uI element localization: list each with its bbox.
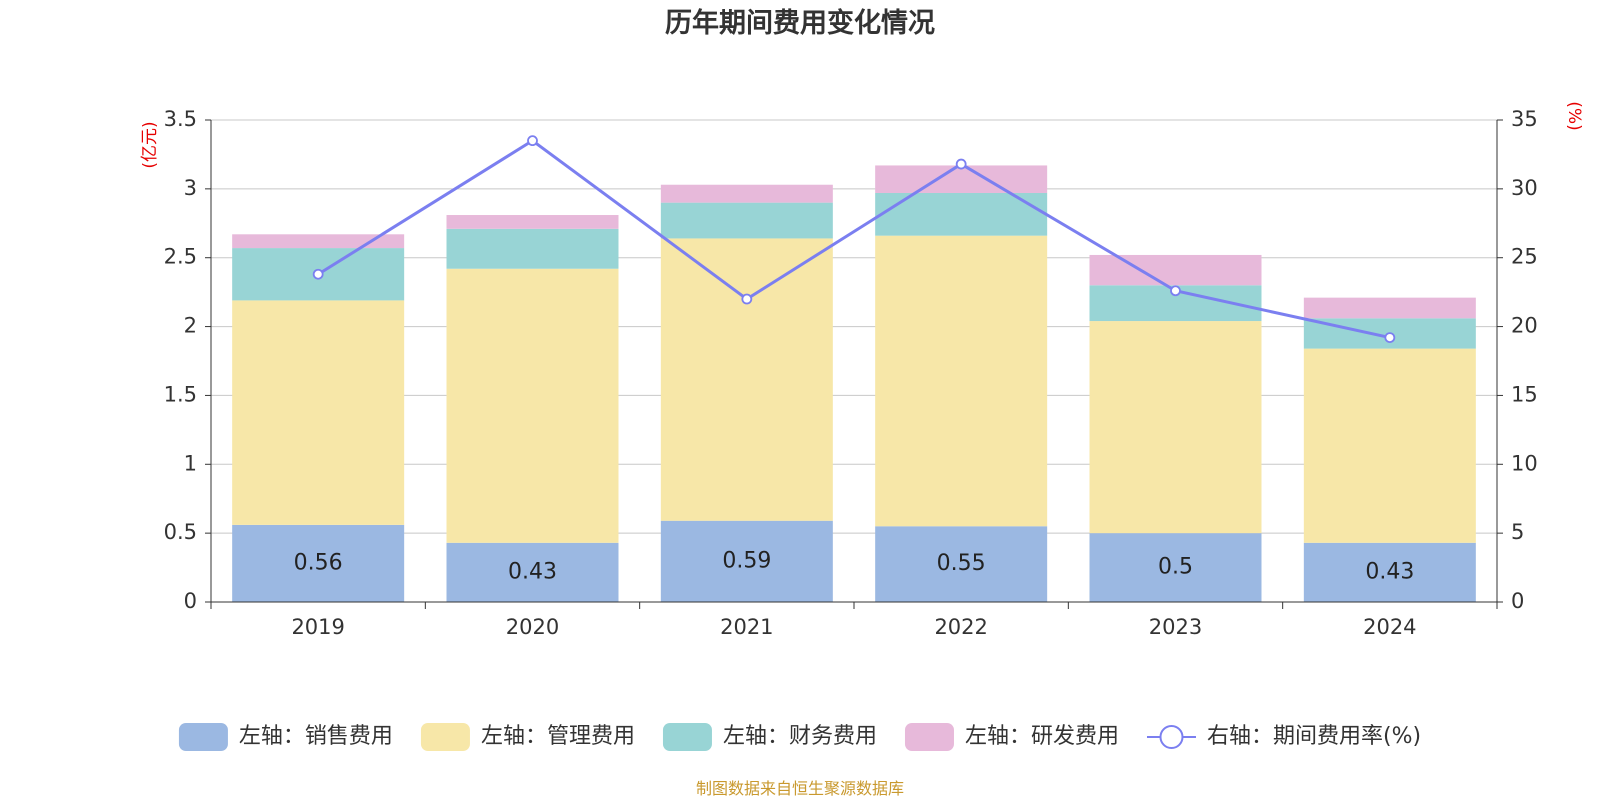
rate-line <box>317 138 1391 340</box>
rate-line-point <box>312 268 324 280</box>
legend-label: 左轴：财务费用 <box>723 724 877 749</box>
bar-data-labels: 0.56 0.43 0.59 0.55 0.5 0.43 <box>294 548 1415 584</box>
legend-item: 左轴：财务费用 <box>662 723 877 751</box>
rate-line-point <box>741 293 753 305</box>
x-axis-tick-label: 2022 <box>934 615 987 639</box>
left-axis-tick-label: 3.5 <box>164 107 197 131</box>
bar-value-label: 0.43 <box>1365 559 1414 584</box>
legend-swatch-marker <box>1159 725 1184 749</box>
bar-segment <box>232 234 405 249</box>
bar-segment <box>875 165 1048 193</box>
bar-segment <box>1089 254 1262 286</box>
legend-swatch <box>420 723 470 751</box>
x-axis-tick-label: 2019 <box>291 615 344 639</box>
bar-segment <box>660 202 833 239</box>
right-axis-tick-label: 0 <box>1511 589 1524 613</box>
bar-segment <box>446 228 619 269</box>
bar-segment <box>446 215 619 229</box>
left-axis-unit: (亿元) <box>140 121 160 168</box>
right-axis-tick-label: 25 <box>1511 245 1538 269</box>
bar-segment <box>1089 321 1262 534</box>
bar-segment <box>875 526 1048 602</box>
x-axis-tick-label: 2021 <box>720 615 773 639</box>
left-axis-tick-label: 2.5 <box>164 245 197 269</box>
rate-line-point <box>1170 285 1181 297</box>
bar-segment <box>232 300 405 525</box>
rate-line-series <box>312 135 1396 343</box>
bar-value-label: 0.5 <box>1158 555 1193 580</box>
left-axis-tick-label: 0.5 <box>164 520 197 544</box>
bar-value-label: 0.56 <box>294 550 343 575</box>
right-axis-tick-label: 20 <box>1511 314 1538 338</box>
bar-series <box>232 165 1476 602</box>
legend-swatch <box>904 723 954 751</box>
bar-value-label: 0.55 <box>937 551 986 576</box>
bar-segment <box>875 235 1048 527</box>
legend: 左轴：销售费用 左轴：管理费用 左轴：财务费用 左轴：研发费用 右轴：期间费用率(%) <box>178 723 1421 751</box>
legend-swatch <box>178 723 228 751</box>
legend-swatch <box>662 723 712 751</box>
x-axis-tick-label: 2024 <box>1363 615 1416 639</box>
bar-segment <box>446 268 619 543</box>
bar-segment <box>1089 533 1262 602</box>
right-axis-tick-label: 15 <box>1511 382 1538 406</box>
rate-line-point <box>955 158 967 170</box>
x-axis-tick-label: 2020 <box>506 615 559 639</box>
bar-segment <box>660 184 833 203</box>
bar-segment <box>446 542 619 602</box>
right-axis-tick-label: 35 <box>1511 107 1538 131</box>
bar-segment <box>660 238 833 521</box>
bar-segment <box>660 520 833 602</box>
bar-segment <box>1303 348 1476 543</box>
bar-value-label: 0.43 <box>508 559 557 584</box>
left-axis-tick-label: 2 <box>184 314 197 338</box>
legend-item: 左轴：销售费用 <box>178 723 393 751</box>
legend-label: 右轴：期间费用率(%) <box>1207 724 1421 749</box>
data-source-note: 制图数据来自恒生聚源数据库 <box>696 779 904 798</box>
legend-item: 右轴：期间费用率(%) <box>1146 724 1421 749</box>
right-axis-tick-label: 30 <box>1511 176 1538 200</box>
right-axis-unit: (%) <box>1564 101 1584 130</box>
legend-label: 左轴：管理费用 <box>481 724 635 749</box>
left-axis-tick-label: 0 <box>184 589 197 613</box>
left-axis-tick-label: 1.5 <box>164 382 197 406</box>
right-axis-tick-label: 5 <box>1511 520 1524 544</box>
legend-item: 左轴：管理费用 <box>420 723 635 751</box>
right-axis-tick-label: 10 <box>1511 451 1538 475</box>
bar-segment <box>1303 297 1476 319</box>
bar-segment <box>1303 542 1476 602</box>
legend-label: 左轴：研发费用 <box>965 724 1119 749</box>
rate-line-point <box>527 135 538 147</box>
bar-segment <box>232 524 405 602</box>
chart-title: 历年期间费用变化情况 <box>665 7 935 39</box>
left-axis-tick-label: 3 <box>184 176 197 200</box>
left-axis-tick-label: 1 <box>184 451 197 475</box>
x-axis-tick-label: 2023 <box>1149 615 1202 639</box>
rate-line-point <box>1384 332 1396 343</box>
legend-item: 左轴：研发费用 <box>904 723 1119 751</box>
grid-lines <box>211 119 1497 534</box>
legend-label: 左轴：销售费用 <box>239 724 393 749</box>
bar-value-label: 0.59 <box>722 548 771 573</box>
